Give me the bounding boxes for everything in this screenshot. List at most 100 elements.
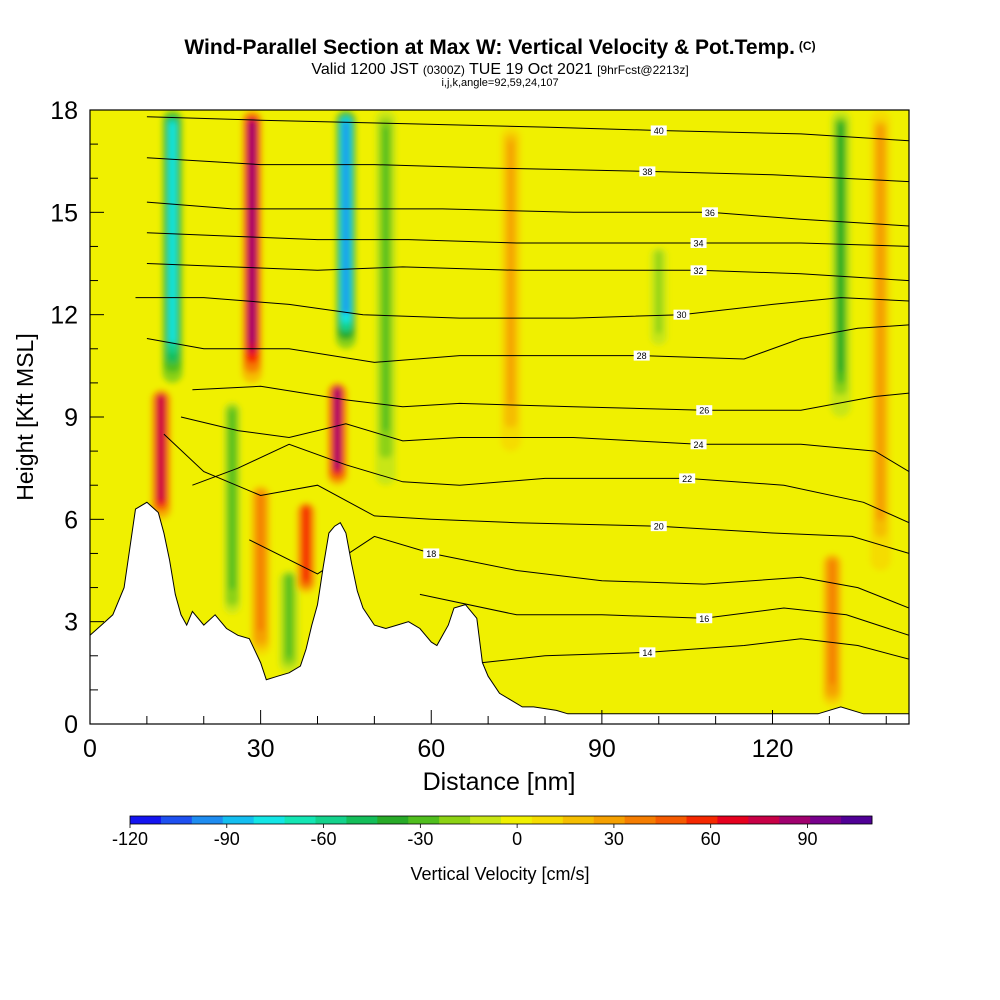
colorbar-swatch: [810, 816, 842, 824]
colorbar-swatch: [315, 816, 347, 824]
colorbar-tick-label: -120: [112, 829, 148, 849]
downdraft-band: [229, 409, 236, 590]
theta-contour: [146, 157, 909, 183]
contour-label-bg: [423, 548, 440, 559]
colorbar-swatch: [717, 816, 749, 824]
theta-contour: [146, 201, 909, 227]
downdraft-band: [169, 121, 176, 344]
y-tick-label: 9: [64, 404, 78, 432]
colorbar-swatch: [501, 816, 533, 824]
y-tick-label: 0: [64, 711, 78, 739]
x-axis-label: Distance [nm]: [423, 768, 576, 796]
contour-label: 34: [694, 239, 704, 249]
colorbar-label: Vertical Velocity [cm/s]: [410, 864, 589, 884]
colorbar-tick-label: 90: [797, 829, 817, 849]
theta-contour: [192, 385, 909, 411]
contour-label-bg: [690, 238, 707, 249]
contour-label-bg: [696, 405, 713, 416]
colorbar-swatch: [841, 816, 873, 824]
contour-label: 26: [699, 406, 709, 416]
colorbar-swatch: [222, 816, 255, 824]
contour-label: 18: [426, 549, 436, 559]
theta-contours: [135, 116, 909, 664]
updraft-band: [303, 506, 310, 582]
colorbar: -120 -90 -60 -30 0 30 60 90: [112, 815, 873, 849]
chart-title: Wind-Parallel Section at Max W: Vertical…: [184, 36, 816, 59]
contour-label-bg: [679, 473, 696, 484]
contour-label: 24: [694, 440, 704, 450]
y-tick-label: 12: [50, 302, 78, 330]
updraft-band: [249, 121, 256, 344]
colorbar-swatch: [408, 816, 440, 824]
contour-label: 40: [654, 126, 664, 136]
contour-label-bg: [690, 439, 707, 450]
theta-contour: [146, 232, 909, 247]
colorbar-swatch: [655, 816, 687, 824]
updraft-band: [829, 560, 836, 685]
colorbar-swatch: [346, 816, 378, 824]
updraft-band: [158, 395, 165, 501]
colorbar-swatch: [191, 816, 224, 824]
contour-label: 32: [694, 266, 704, 276]
contour-label: 30: [676, 310, 686, 320]
theta-contour: [146, 116, 909, 142]
colorbar-swatch: [531, 816, 564, 824]
plot-area: 14 16 18 20 22 24 26 28 30 32 34 36 38 40: [90, 110, 909, 724]
colorbar-swatch: [624, 816, 656, 824]
colorbar-swatch: [748, 816, 780, 824]
contour-label-bg: [639, 166, 656, 177]
theta-contour: [192, 443, 909, 524]
colorbar-tick-label: -90: [214, 829, 240, 849]
downdraft-band: [382, 126, 389, 432]
updraft-band: [507, 141, 514, 405]
colorbar-tick-label: -60: [311, 829, 337, 849]
downdraft-band: [837, 123, 844, 373]
y-axis-label: Height [Kft MSL]: [12, 333, 38, 500]
colorbar-frame: [129, 815, 873, 825]
updraft-band: [257, 492, 264, 632]
contour-label-bg: [690, 265, 707, 276]
contour-label-bg: [639, 647, 656, 658]
colorbar-swatch: [470, 816, 502, 824]
contour-label-bg: [650, 521, 667, 532]
downdraft-band: [342, 120, 349, 315]
contour-label-bg: [701, 207, 718, 218]
contour-label-bg: [650, 125, 667, 136]
contour-label: 22: [682, 474, 692, 484]
colorbar-swatch: [284, 816, 316, 824]
y-tick-label: 18: [50, 97, 78, 125]
contour-label: 20: [654, 522, 664, 532]
y-tick-label: 6: [64, 506, 78, 534]
colorbar-swatch: [439, 816, 471, 824]
colorbar-swatch: [377, 816, 409, 824]
contour-label: 14: [642, 648, 652, 658]
x-tick-label: 0: [83, 735, 97, 763]
theta-contour: [180, 416, 909, 473]
colorbar-swatch: [779, 816, 811, 824]
contour-label: 28: [637, 351, 647, 361]
contour-label-bg: [696, 613, 713, 624]
theta-contour: [482, 638, 909, 664]
colorbar-swatch: [160, 816, 193, 824]
x-tick-label: 60: [417, 735, 445, 763]
updraft-band: [334, 387, 341, 471]
colorbar-swatch: [593, 816, 626, 824]
contour-labels: 14 16 18 20 22 24 26 28 30 32 34 36 38 40: [423, 125, 718, 658]
updraft-band: [877, 129, 884, 505]
section-parameters: i,j,k,angle=92,59,24,107: [441, 77, 559, 89]
y-axis: 0 3 6 9 12 15 18: [50, 97, 104, 739]
contour-label: 16: [699, 614, 709, 624]
x-tick-label: 90: [588, 735, 616, 763]
contour-label: 36: [705, 208, 715, 218]
downdraft-band: [655, 250, 662, 335]
terrain-mask: [90, 501, 909, 724]
theta-contour: [146, 324, 909, 363]
colorbar-swatch: [562, 816, 595, 824]
colorbar-tick-label: -30: [407, 829, 433, 849]
contour-label-bg: [673, 309, 690, 320]
theta-contour: [135, 297, 909, 319]
colorbar-swatch: [253, 816, 285, 824]
colorbar-tick-label: 0: [512, 829, 522, 849]
x-tick-label: 30: [247, 735, 275, 763]
